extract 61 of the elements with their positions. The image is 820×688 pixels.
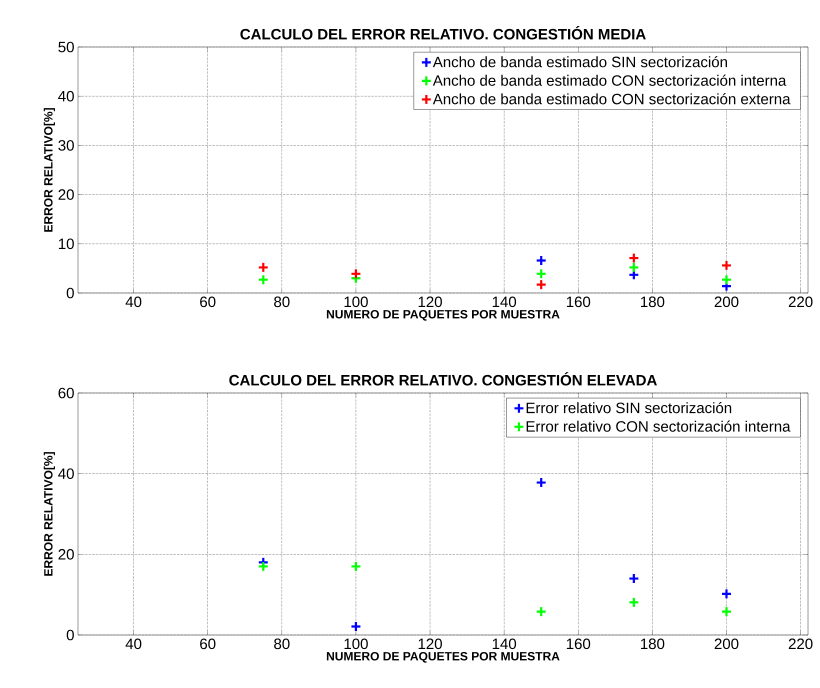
point — [720, 606, 732, 618]
x-tick-label: 140 — [492, 296, 516, 308]
x-axis-title: NUMERO DE PAQUETES POR MUESTRA — [326, 310, 560, 321]
x-tick-label: 100 — [344, 638, 368, 650]
point — [258, 274, 269, 286]
point — [628, 269, 640, 280]
x-tick-label: 220 — [788, 296, 813, 308]
x-tick-label: 60 — [200, 296, 216, 308]
x-tick-label: 40 — [126, 296, 142, 308]
y-tick-label: 40 — [58, 468, 74, 479]
point — [536, 268, 547, 280]
x-tick-label: 160 — [566, 638, 590, 650]
x-axis-title: NUMERO DE PAQUETES POR MUESTRA — [326, 652, 560, 663]
legend-label: Ancho de banda estimado SIN sectorización — [432, 56, 727, 68]
point — [720, 260, 732, 272]
legend-label: Ancho de banda estimado CON sectorización interna — [432, 74, 786, 86]
x-tick-label: 40 — [126, 638, 142, 650]
y-axis-title: ERROR RELATIVO[%] — [44, 452, 55, 576]
y-tick-label: 40 — [58, 90, 74, 102]
point — [720, 588, 732, 600]
y-tick-label: 20 — [58, 549, 74, 560]
x-tick-label: 80 — [274, 638, 290, 650]
y-tick-label: 10 — [58, 238, 74, 250]
legend-label: Error relativo SIN sectorización — [526, 402, 732, 414]
point — [628, 572, 640, 584]
y-tick-label: 50 — [58, 42, 74, 52]
legend-label: Error relativo CON sectorización interna — [526, 420, 790, 432]
x-tick-label: 60 — [200, 638, 216, 650]
legend-label: Ancho de banda estimado CON sectorización externa — [432, 93, 790, 104]
x-tick-label: 100 — [344, 296, 368, 308]
x-tick-label: 180 — [641, 638, 664, 650]
y-tick-label: 0 — [66, 630, 74, 640]
x-tick-label: 140 — [492, 638, 516, 650]
point — [536, 254, 547, 266]
point — [720, 274, 732, 286]
point — [628, 252, 640, 264]
point — [536, 606, 547, 618]
point — [628, 262, 640, 273]
x-tick-label: 200 — [714, 296, 738, 308]
y-tick-label: 30 — [58, 140, 74, 151]
point — [350, 268, 362, 280]
y-tick-label: 20 — [58, 189, 74, 200]
x-tick-label: 200 — [714, 638, 738, 650]
x-tick-label: 120 — [418, 638, 442, 650]
y-tick-label: 0 — [66, 288, 74, 298]
point — [536, 279, 547, 290]
point — [628, 596, 640, 608]
x-tick-label: 220 — [788, 638, 813, 650]
y-axis-title: ERROR RELATIVO[%] — [44, 108, 55, 232]
point — [350, 560, 362, 572]
point — [350, 620, 362, 632]
point — [536, 476, 547, 488]
point — [258, 560, 269, 572]
x-tick-label: 160 — [566, 296, 590, 308]
x-tick-label: 120 — [418, 296, 442, 308]
y-tick-label: 60 — [58, 388, 74, 398]
chart-title: CALCULO DEL ERROR RELATIVO. CONGESTIÓN ELEVADA — [229, 372, 657, 386]
point — [258, 262, 269, 273]
x-tick-label: 180 — [641, 296, 664, 308]
x-tick-label: 80 — [274, 296, 290, 308]
chart-title: CALCULO DEL ERROR RELATIVO. CONGESTIÓN MEDIA — [240, 26, 646, 40]
